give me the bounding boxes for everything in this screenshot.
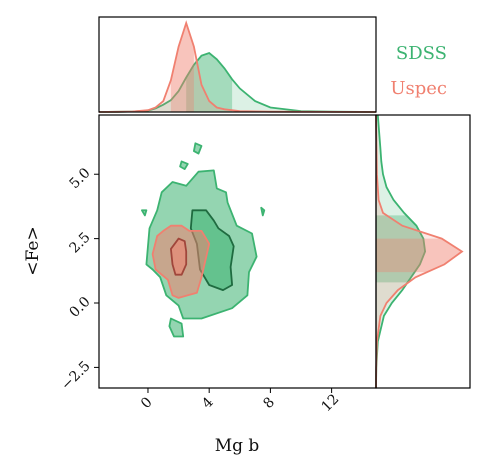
x-tick-label: 8 [260,394,278,412]
x-tick-label: 4 [199,394,217,412]
uspec-marginal-x-band [170,24,194,113]
legend-entry-sdss: SDSS [396,43,447,64]
sdss-marginal-y-fill [376,115,426,388]
joint-panel: 0 4 8 12 −2.5 0.0 2.5 5.0 [58,114,377,415]
marginal-y-panel [375,114,471,389]
uspec-marginal-x-line [98,20,377,113]
uspec-marginal-y-band [376,238,462,273]
legend-entry-uspec: Uspec [390,78,447,99]
x-tick-label: 0 [138,394,156,412]
y-tick-label: −2.5 [58,358,93,393]
y-axis-label: <Fe> [23,226,43,275]
uspec-marginal-y-fill [376,115,462,388]
uspec-marginal-y-line [375,114,464,389]
uspec-contour-inner-0 [169,237,188,276]
legend: SDSS Uspec [390,43,447,99]
sdss-contour-outer-4 [140,209,148,217]
y-tick-label: 2.5 [67,229,94,256]
sdss-marginal-y-line [375,114,427,389]
x-tick-label: 12 [318,391,342,415]
sdss-contour-outer-3 [179,160,189,171]
sdss-contour-outer-5 [260,206,266,217]
marginal-x-frame [98,16,377,113]
y-tick-label: 5.0 [67,165,94,192]
joint-frame [98,114,377,389]
sdss-marginal-y-band [376,215,425,283]
sdss-marginal-x-fill [99,53,376,112]
sdss-contour-outer-1 [168,317,185,338]
marginal-x-panel [98,16,377,113]
y-tick-label: 0.0 [67,294,94,321]
x-axis-label: Mg b [215,436,260,456]
sdss-contour-outer-2 [192,142,203,155]
